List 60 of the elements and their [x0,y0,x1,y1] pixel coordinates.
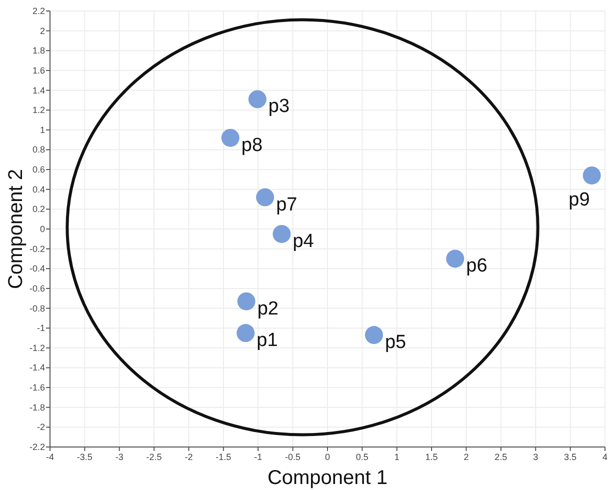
x-tick-label: 0.5 [356,452,368,462]
annotation: p4 [292,230,314,252]
point [364,326,383,344]
annotation: p8 [241,134,263,156]
y-tick-label: -1.4 [29,362,45,373]
y-tick-label: 0.4 [32,184,45,194]
y-tick-label: 0.2 [32,204,45,214]
y-tick-label: 2 [40,26,45,36]
point [256,188,274,206]
x-tick-label: -2 [184,452,193,462]
annotation: p2 [257,298,278,320]
x-tick-label: -3.5 [76,452,92,462]
point [221,128,240,147]
point [446,250,464,268]
y-tick-label: 0.8 [32,144,45,155]
point [582,166,601,184]
x-tick-label: 2 [464,452,469,462]
annotation: p9 [568,189,590,210]
y-tick-label: -0.8 [29,303,45,314]
y-tick-label: 1 [40,124,45,135]
y-tick-label: -0.6 [29,283,45,294]
y-tick-label: 1.4 [32,85,45,96]
x-tick-label: 0 [324,452,330,462]
y-tick-label: 2.2 [32,6,45,16]
x-tick-label: 2.5 [494,452,508,462]
x-tick-label: 1 [394,452,400,462]
x-tick-label: 1.5 [425,452,438,462]
y-tick-label: 1.6 [32,65,45,76]
x-tick-label: -2.5 [146,452,162,462]
y-tick-label: -1.2 [29,342,45,353]
x-tick-label: -3 [115,452,124,462]
point [237,292,256,310]
y-tick-label: -2.2 [29,442,45,452]
y-tick-label: 1.2 [32,105,45,116]
y-tick-label: -1.8 [29,402,45,412]
y-tick-label: 0 [40,224,45,234]
x-tick-label: -1.5 [216,452,232,462]
x-tick-label: -4 [46,452,54,462]
x-tick-label: 4 [602,452,608,462]
annotation: p3 [268,96,290,118]
point [248,90,266,108]
annotation: p1 [256,330,278,352]
annotation: p5 [384,332,406,354]
x-tick-label: -0.5 [285,452,301,462]
y-tick-label: -2 [36,422,45,432]
y-tick-label: -1.6 [29,382,45,393]
y-tick-label: -0.4 [29,264,45,274]
y-tick-label: -1 [36,323,45,334]
y-tick-label: 1.8 [32,46,45,56]
point [272,224,291,243]
y-tick-label: 0.6 [32,164,45,175]
x-tick-label: 3.5 [564,452,577,462]
y-axis-title: Component 2 [5,168,27,290]
point [236,324,255,342]
annotation: p7 [276,194,298,216]
annotation: p6 [466,256,488,277]
y-tick-label: -0.2 [29,244,45,254]
x-axis-title: Component 1 [267,467,388,489]
x-tick-label: 3 [533,452,538,462]
x-tick-label: -1 [254,452,262,462]
